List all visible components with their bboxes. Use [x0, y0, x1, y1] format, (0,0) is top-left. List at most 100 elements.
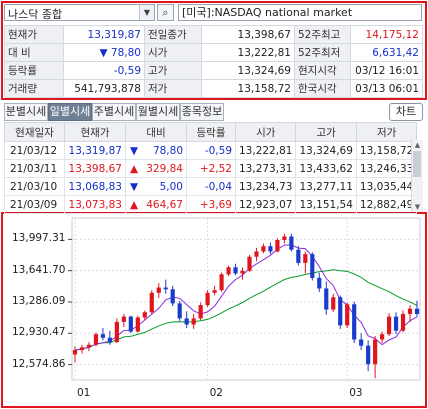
- cell-open: 13,273,31: [234, 159, 297, 178]
- y-tick-label: 12,574.86: [12, 357, 66, 370]
- tab-2[interactable]: 주별시세: [92, 103, 136, 121]
- column-header[interactable]: 대비: [125, 122, 187, 142]
- cell-change: ▲ 329,84: [125, 159, 187, 178]
- cell-pct: +3,69: [186, 195, 236, 214]
- cell-low: 13,158,72: [355, 141, 418, 160]
- candle-body: [100, 334, 106, 338]
- tab-3[interactable]: 월별시세: [136, 103, 180, 121]
- quote-label: 현재가: [4, 25, 64, 44]
- cell-price: 13,068,83: [64, 177, 126, 196]
- ma-long-line: [74, 269, 418, 351]
- tab-0[interactable]: 분별시세: [4, 103, 48, 121]
- candle-body: [233, 267, 238, 274]
- candle-body: [142, 312, 147, 318]
- candle-body: [254, 251, 259, 257]
- quote-value: 13,319,87: [63, 25, 145, 44]
- candle-body: [414, 308, 420, 314]
- candle-body: [86, 344, 92, 348]
- candle-body: [289, 236, 294, 250]
- cell-change: ▲ 464,67: [125, 195, 187, 214]
- quote-label: 52주최고: [294, 25, 351, 44]
- quote-label: 고가: [144, 61, 202, 80]
- quote-row: 거래량 541,793,878 저가 13,158,72 한국시각 03/13 06:01: [4, 79, 423, 98]
- table-row[interactable]: 21/03/12 13,319,87 ▼ 78,80 -0,59 13,222,81 13,…: [4, 141, 418, 160]
- candle-body: [177, 303, 182, 319]
- scroll-thumb[interactable]: [413, 151, 421, 177]
- candle-body: [170, 289, 175, 304]
- quote-label: 전일종가: [144, 25, 202, 44]
- column-header[interactable]: 고가: [295, 122, 357, 142]
- column-header[interactable]: 저가: [355, 122, 418, 142]
- chart-button[interactable]: 차트: [389, 103, 423, 121]
- candle-body: [79, 347, 85, 351]
- quote-label: 대 비: [4, 43, 64, 62]
- quote-label: 등락률: [4, 61, 64, 80]
- x-tick-label: 01: [77, 387, 91, 399]
- quote-value: -0,59: [63, 61, 145, 80]
- candle-body: [359, 339, 364, 346]
- y-tick-label: 13,286.09: [12, 294, 66, 307]
- quote-value: 03/13 06:01: [350, 79, 423, 98]
- ma-short-line: [74, 244, 418, 351]
- x-tick-label: 03: [349, 387, 363, 399]
- candle-body: [219, 274, 224, 291]
- tab-1[interactable]: 일별시세: [48, 103, 92, 121]
- symbol-select[interactable]: 나스닥 종합 ▼: [4, 4, 155, 21]
- candle-body: [275, 240, 280, 252]
- cell-change: ▼ 5,00: [125, 177, 187, 196]
- cell-price: 13,073,83: [64, 195, 126, 214]
- quote-row: 대 비 ▼ 78,80 시가 13,222,81 52주최저 6,631,42: [4, 43, 423, 62]
- change-value: 78,80: [152, 144, 183, 157]
- cell-price: 13,398,67: [64, 159, 126, 178]
- candle-body: [149, 292, 154, 313]
- candlestick-chart: [68, 217, 421, 381]
- candle-body: [282, 236, 287, 241]
- quote-value: 13,324,69: [201, 61, 295, 80]
- cell-high: 13,277,11: [295, 177, 357, 196]
- cell-pct: +2,52: [186, 159, 236, 178]
- arrow-up-icon: ▲: [130, 162, 139, 175]
- scroll-down-icon[interactable]: ▼: [414, 203, 421, 211]
- arrow-down-icon: ▼: [130, 180, 139, 193]
- candle-body: [107, 337, 112, 343]
- candle-body: [226, 267, 231, 275]
- chevron-down-icon[interactable]: ▼: [139, 5, 154, 20]
- candle-body: [380, 334, 385, 340]
- table-row[interactable]: 21/03/10 13,068,83 ▼ 5,00 -0,04 13,234,73 13,2…: [4, 177, 418, 196]
- quote-value: 13,158,72: [201, 79, 295, 98]
- cell-price: 13,319,87: [64, 141, 126, 160]
- y-tick-label: 12,930.47: [12, 326, 66, 339]
- cell-pct: -0,59: [186, 141, 236, 160]
- candle-body: [212, 290, 217, 293]
- quote-label: 52주최저: [294, 43, 351, 62]
- cell-date: 21/03/12: [4, 141, 65, 160]
- candle-body: [345, 304, 350, 326]
- quote-table: 현재가 13,319,87 전일종가 13,398,67 52주최고 14,175,12 대…: [4, 25, 423, 98]
- search-button[interactable]: ⌕: [157, 4, 174, 21]
- quote-panel-frame: [1, 1, 427, 100]
- column-header[interactable]: 등락률: [186, 122, 236, 142]
- cell-open: 13,222,81: [234, 141, 297, 160]
- candle-body: [261, 246, 266, 252]
- table-row[interactable]: 21/03/09 13,073,83 ▲ 464,67 +3,69 12,923,07 13…: [4, 195, 418, 214]
- cell-open: 12,923,07: [234, 195, 297, 214]
- quote-label: 시가: [144, 43, 202, 62]
- change-value: 5,00: [159, 180, 183, 193]
- candle-body: [296, 249, 301, 263]
- quote-row: 등락률 -0,59 고가 13,324,69 현지시각 03/12 16:01: [4, 61, 423, 80]
- cell-date: 21/03/09: [4, 195, 65, 214]
- candle-body: [310, 254, 315, 278]
- column-header[interactable]: 현재가: [64, 122, 126, 142]
- candle-body: [400, 313, 406, 331]
- column-header[interactable]: 현재일자: [4, 122, 65, 142]
- table-scrollbar[interactable]: ▲ ▼: [411, 140, 423, 212]
- cell-low: 13,035,44: [355, 177, 418, 196]
- column-header[interactable]: 시가: [234, 122, 297, 142]
- arrow-up-icon: ▲: [130, 198, 139, 211]
- quote-label: 거래량: [4, 79, 64, 98]
- table-row[interactable]: 21/03/11 13,398,67 ▲ 329,84 +2,52 13,273,31 13…: [4, 159, 418, 178]
- tab-4[interactable]: 종목정보: [180, 103, 224, 121]
- candle-body: [135, 317, 140, 332]
- quote-value: 13,222,81: [201, 43, 295, 62]
- scroll-up-icon[interactable]: ▲: [414, 141, 421, 149]
